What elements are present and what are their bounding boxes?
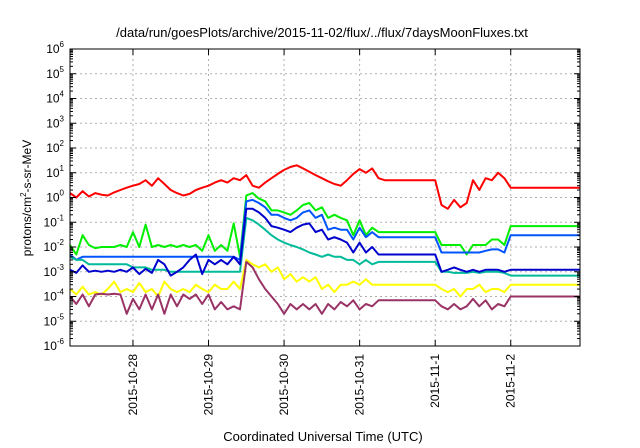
x-axis-label: Coordinated Universal Time (UTC) bbox=[223, 429, 422, 444]
x-tick-label: 2015-10-28 bbox=[126, 354, 140, 416]
series-line-7 bbox=[69, 260, 580, 315]
series-line-4 bbox=[69, 216, 580, 277]
y-axis-label-part1: protons/cm bbox=[20, 197, 34, 256]
y-tick-label: 105 bbox=[46, 65, 64, 81]
x-tick-label: 2015-10-29 bbox=[202, 354, 216, 416]
y-tick-exponent: -2 bbox=[57, 238, 65, 247]
y-axis-label-part2: -s-sr-MeV bbox=[20, 140, 34, 193]
y-tick-label: 10-3 bbox=[44, 263, 65, 279]
y-tick-exponent: 5 bbox=[60, 65, 65, 74]
y-tick-label: 10-2 bbox=[44, 238, 65, 254]
series-layer bbox=[69, 164, 580, 315]
y-axis-label: protons/cm2-s-sr-MeV bbox=[19, 140, 34, 256]
y-tick-label: 103 bbox=[46, 114, 64, 130]
grid bbox=[70, 49, 580, 346]
y-tick-exponent: 2 bbox=[60, 139, 65, 148]
y-tick-label: 104 bbox=[46, 90, 64, 106]
series-line-3 bbox=[69, 198, 580, 261]
y-tick-base: 10 bbox=[46, 67, 60, 81]
y-tick-label: 10-5 bbox=[44, 312, 65, 328]
y-tick-base: 10 bbox=[44, 215, 58, 229]
y-tick-base: 10 bbox=[46, 116, 60, 130]
series-line-2 bbox=[69, 192, 580, 258]
y-tick-exponent: 3 bbox=[60, 114, 65, 123]
y-axis-ticks: 10610510410310210110010-110-210-310-410-… bbox=[44, 40, 580, 353]
chart-title: /data/run/goesPlots/archive/2015-11-02/f… bbox=[116, 25, 528, 40]
y-tick-exponent: -3 bbox=[57, 263, 65, 272]
series-line-5 bbox=[69, 207, 580, 277]
series-line-6 bbox=[69, 258, 580, 298]
x-tick-label: 2015-10-30 bbox=[277, 354, 291, 416]
y-tick-exponent: -1 bbox=[57, 213, 65, 222]
y-tick-exponent: 4 bbox=[60, 90, 65, 99]
y-tick-label: 10-1 bbox=[44, 213, 65, 229]
y-tick-base: 10 bbox=[46, 92, 60, 106]
y-tick-label: 10-6 bbox=[44, 337, 65, 353]
x-tick-label: 2015-11-2 bbox=[504, 354, 518, 408]
y-tick-base: 10 bbox=[46, 141, 60, 155]
y-tick-label: 100 bbox=[46, 189, 64, 205]
y-tick-exponent: 0 bbox=[60, 189, 65, 198]
y-tick-base: 10 bbox=[44, 265, 58, 279]
x-axis-ticks: 2015-10-28 2015-10-29 2015-10-30 2015-10-31… bbox=[126, 49, 518, 415]
y-tick-base: 10 bbox=[44, 314, 58, 328]
series-line-1 bbox=[69, 164, 580, 210]
y-tick-label: 10-4 bbox=[44, 288, 65, 304]
y-tick-exponent: -4 bbox=[57, 288, 65, 297]
y-tick-base: 10 bbox=[46, 191, 60, 205]
y-tick-exponent: 1 bbox=[60, 164, 65, 173]
x-tick-label: 2015-10-31 bbox=[353, 354, 367, 416]
y-tick-label: 101 bbox=[46, 164, 64, 180]
y-tick-base: 10 bbox=[44, 240, 58, 254]
x-tick-label: 2015-11-1 bbox=[428, 354, 442, 408]
y-tick-exponent: -6 bbox=[57, 337, 65, 346]
y-tick-label: 106 bbox=[46, 40, 64, 56]
y-tick-base: 10 bbox=[44, 290, 58, 304]
y-tick-exponent: 6 bbox=[60, 40, 65, 49]
y-tick-base: 10 bbox=[46, 42, 60, 56]
y-tick-base: 10 bbox=[46, 166, 60, 180]
y-axis-label-superscript: 2 bbox=[19, 192, 28, 197]
y-tick-label: 102 bbox=[46, 139, 64, 155]
y-tick-base: 10 bbox=[44, 339, 58, 353]
y-tick-exponent: -5 bbox=[57, 312, 65, 321]
